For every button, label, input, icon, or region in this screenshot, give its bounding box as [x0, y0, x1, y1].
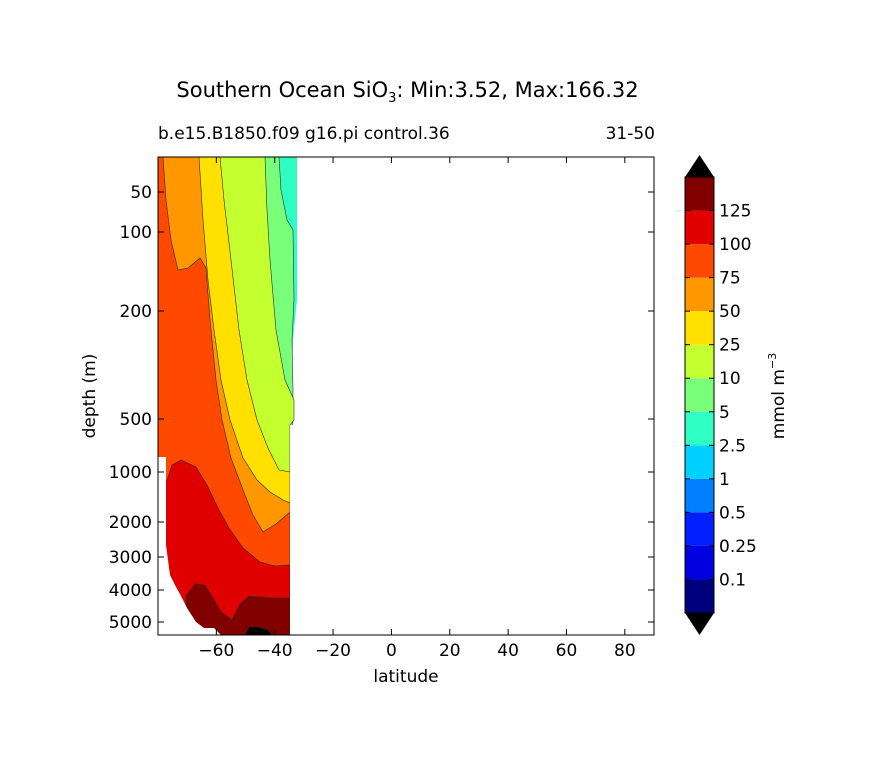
colorbar: 0.1 0.25 0.5 1 2.5 5 10 25 50 75 100 125	[684, 155, 757, 635]
colorbar-swatch	[685, 445, 714, 479]
colorbar-swatch	[685, 210, 714, 245]
colorbar-tick-label: 100	[719, 235, 751, 255]
land-mask-east	[290, 425, 297, 635]
colorbar-tick-label: 125	[719, 202, 751, 222]
y-tick-label: 100	[120, 223, 152, 243]
title-main: Southern Ocean SiO	[176, 78, 389, 102]
colorbar-tick-label: 0.25	[719, 537, 757, 557]
colorbar-swatch	[685, 411, 714, 446]
contour-band-150	[244, 626, 273, 635]
y-axis: 50 100 200 500 1000 2000 3000 4000 5000	[109, 183, 654, 633]
y-tick-label: 1000	[109, 463, 152, 483]
colorbar-label: mmol m−3	[766, 353, 789, 439]
y-tick-label: 5000	[109, 613, 152, 633]
y-tick-label: 200	[120, 302, 152, 322]
year-range: 31-50	[605, 124, 655, 144]
colorbar-tick-label: 50	[719, 302, 741, 322]
y-tick-label: 500	[120, 410, 152, 430]
plot-area	[158, 157, 297, 635]
colorbar-under-arrow	[685, 613, 714, 635]
colorbar-label-unit: mmol m	[769, 369, 789, 439]
colorbar-tick-label: 1	[719, 470, 730, 490]
title-subscript: 3	[388, 91, 397, 107]
title-stats: : Min:3.52, Max:166.32	[396, 78, 639, 102]
colorbar-swatch	[685, 579, 714, 613]
colorbar-swatch	[685, 512, 714, 546]
x-tick-label: 20	[439, 641, 461, 661]
y-tick-label: 50	[130, 183, 152, 203]
y-tick-label: 4000	[109, 581, 152, 601]
colorbar-swatch	[685, 177, 714, 211]
y-tick-label: 2000	[109, 513, 152, 533]
x-tick-label: 80	[614, 641, 636, 661]
colorbar-swatch	[685, 311, 714, 345]
x-tick-label: −40	[257, 641, 293, 661]
colorbar-tick-label: 2.5	[719, 436, 746, 456]
colorbar-frame	[684, 176, 715, 614]
plot-frame	[157, 156, 655, 636]
chart-title: Southern Ocean SiO3: Min:3.52, Max:166.3…	[0, 78, 815, 106]
colorbar-swatch	[685, 545, 714, 580]
land-mask-seafloor	[158, 545, 221, 635]
colorbar-tick-label: 5	[719, 403, 730, 423]
colorbar-tick-label: 25	[719, 336, 741, 356]
x-tick-label: −60	[198, 641, 234, 661]
colorbar-swatch	[685, 378, 714, 412]
x-tick-label: 40	[497, 641, 519, 661]
y-tick-label: 3000	[109, 548, 152, 568]
y-axis-label: depth (m)	[80, 354, 100, 439]
case-name: b.e15.B1850.f09 g16.pi control.36	[158, 124, 450, 144]
x-tick-label: 0	[386, 641, 397, 661]
colorbar-swatch	[685, 277, 714, 312]
colorbar-tick-label: 10	[719, 369, 741, 389]
colorbar-tick-label: 75	[719, 269, 741, 289]
x-tick-label: 60	[556, 641, 578, 661]
colorbar-swatch	[685, 478, 714, 513]
colorbar-swatch	[685, 244, 714, 278]
x-tick-label: −20	[315, 641, 351, 661]
x-axis: −60 −40 −20 0 20 40 60 80	[198, 157, 636, 661]
colorbar-over-arrow	[685, 155, 714, 177]
colorbar-tick-label: 0.1	[719, 570, 746, 590]
contour-band-125	[185, 583, 291, 635]
colorbar-swatch	[685, 344, 714, 379]
x-axis-label: latitude	[373, 667, 438, 687]
colorbar-label-exponent: −3	[766, 353, 779, 369]
colorbar-tick-label: 0.5	[719, 503, 746, 523]
